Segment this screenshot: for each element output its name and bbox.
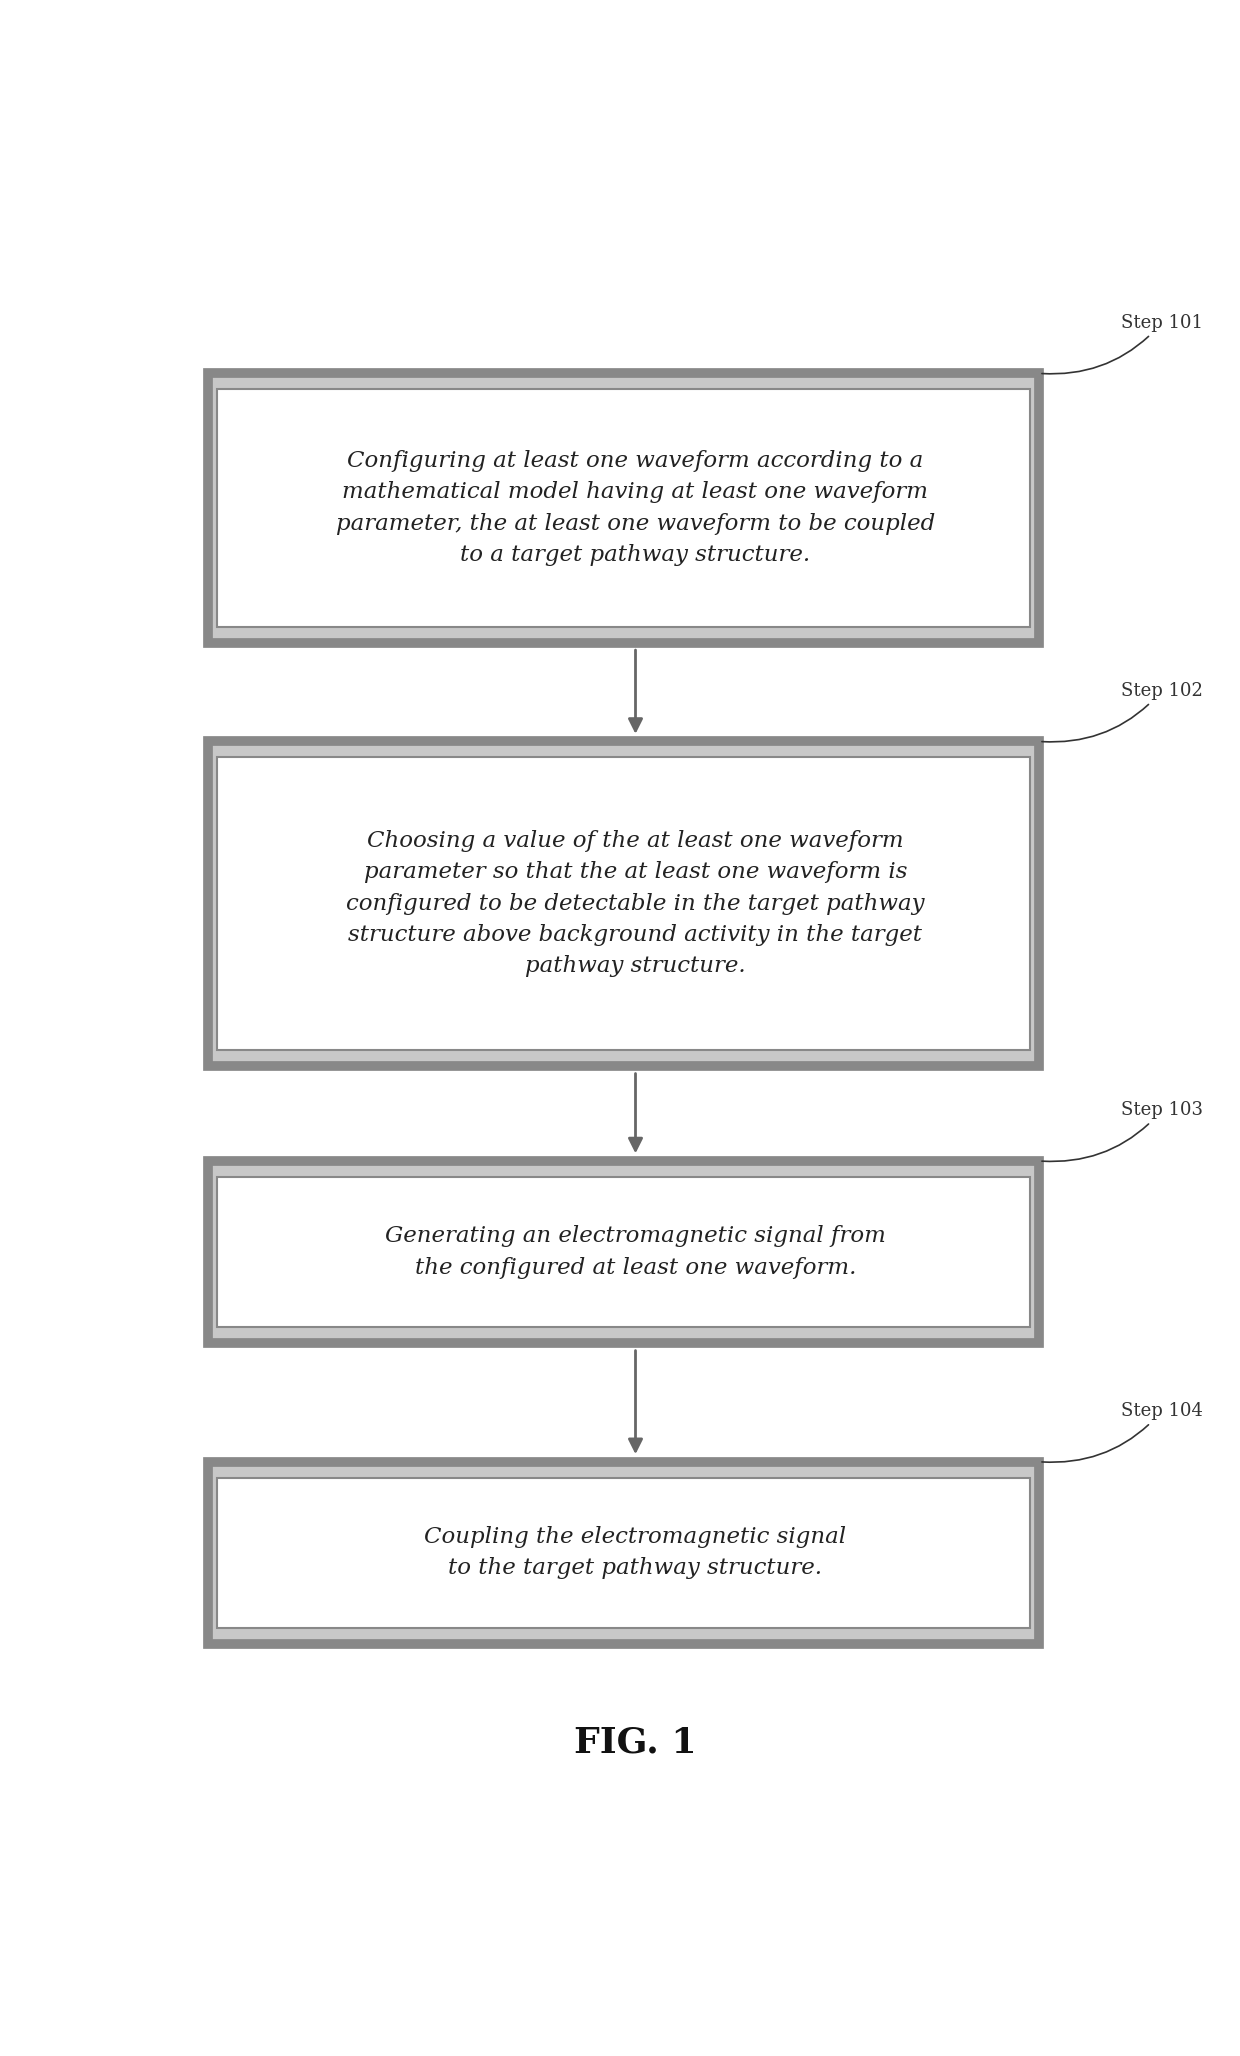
Text: Coupling the electromagnetic signal
to the target pathway structure.: Coupling the electromagnetic signal to t…	[424, 1526, 847, 1579]
Text: Step 104: Step 104	[1042, 1402, 1203, 1462]
FancyBboxPatch shape	[217, 1176, 1029, 1328]
Text: FIG. 1: FIG. 1	[574, 1725, 697, 1760]
FancyBboxPatch shape	[208, 1162, 1039, 1343]
Text: Configuring at least one waveform according to a
mathematical model having at le: Configuring at least one waveform accord…	[336, 450, 935, 565]
Text: Step 101: Step 101	[1042, 315, 1203, 374]
FancyBboxPatch shape	[217, 389, 1029, 627]
Text: Step 102: Step 102	[1042, 683, 1203, 742]
Text: Generating an electromagnetic signal from
the configured at least one waveform.: Generating an electromagnetic signal fro…	[386, 1225, 885, 1279]
Text: Choosing a value of the at least one waveform
parameter so that the at least one: Choosing a value of the at least one wav…	[346, 831, 925, 977]
FancyBboxPatch shape	[208, 1462, 1039, 1645]
FancyBboxPatch shape	[208, 742, 1039, 1065]
FancyBboxPatch shape	[208, 374, 1039, 641]
Text: Step 103: Step 103	[1042, 1102, 1203, 1162]
FancyBboxPatch shape	[217, 1478, 1029, 1628]
FancyBboxPatch shape	[217, 757, 1029, 1051]
